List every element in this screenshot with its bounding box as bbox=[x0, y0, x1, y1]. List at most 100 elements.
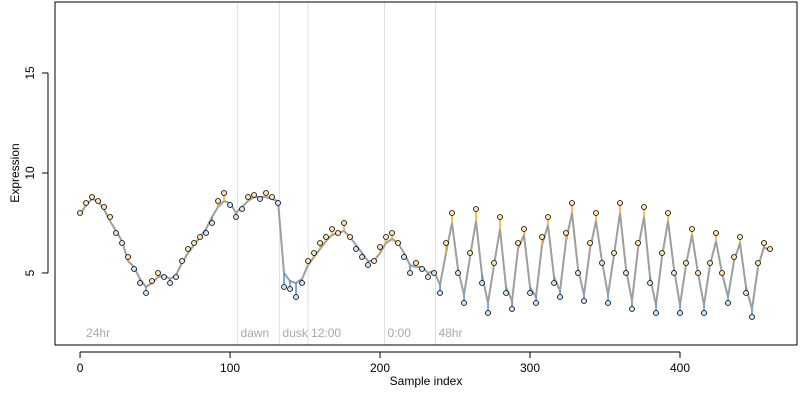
data-point bbox=[299, 280, 305, 286]
data-point bbox=[275, 200, 281, 206]
data-point bbox=[221, 190, 227, 196]
data-point bbox=[545, 214, 551, 220]
data-point bbox=[83, 200, 89, 206]
data-point bbox=[725, 300, 731, 306]
data-point bbox=[575, 270, 581, 276]
y-tick-label: 5 bbox=[23, 269, 37, 276]
data-point bbox=[329, 226, 335, 232]
data-point bbox=[611, 250, 617, 256]
data-point bbox=[419, 266, 425, 272]
data-point bbox=[167, 280, 173, 286]
data-point bbox=[215, 198, 221, 204]
data-point bbox=[209, 220, 215, 226]
data-point bbox=[203, 230, 209, 236]
data-point bbox=[521, 226, 527, 232]
data-point bbox=[125, 254, 131, 260]
data-point bbox=[347, 234, 353, 240]
data-point bbox=[503, 290, 509, 296]
data-point bbox=[353, 246, 359, 252]
data-point bbox=[767, 246, 773, 252]
data-point bbox=[539, 234, 545, 240]
data-point bbox=[431, 270, 437, 276]
x-axis-label: Sample index bbox=[390, 374, 463, 388]
data-point bbox=[89, 194, 95, 200]
data-point bbox=[155, 270, 161, 276]
data-point bbox=[653, 310, 659, 316]
data-point bbox=[755, 260, 761, 266]
data-point bbox=[557, 294, 563, 300]
data-point bbox=[515, 240, 521, 246]
data-point bbox=[683, 260, 689, 266]
y-tick-label: 10 bbox=[23, 166, 37, 180]
data-point bbox=[413, 260, 419, 266]
y-axis-label: Expression bbox=[8, 143, 22, 202]
data-point bbox=[605, 300, 611, 306]
data-point bbox=[455, 270, 461, 276]
x-tick-label: 400 bbox=[670, 361, 690, 375]
data-point bbox=[269, 194, 275, 200]
data-point bbox=[359, 254, 365, 260]
data-point bbox=[647, 280, 653, 286]
data-point bbox=[449, 210, 455, 216]
data-point bbox=[371, 258, 377, 264]
data-point bbox=[473, 206, 479, 212]
data-point bbox=[617, 200, 623, 206]
annotation: dusk bbox=[283, 326, 309, 340]
data-point bbox=[197, 234, 203, 240]
data-point bbox=[491, 260, 497, 266]
data-point bbox=[593, 210, 599, 216]
data-point bbox=[677, 310, 683, 316]
y-tick-label: 15 bbox=[23, 66, 37, 80]
data-point bbox=[281, 284, 287, 290]
data-point bbox=[497, 214, 503, 220]
data-point bbox=[707, 260, 713, 266]
data-point bbox=[743, 290, 749, 296]
data-point bbox=[233, 214, 239, 220]
annotation: 24hr bbox=[86, 326, 110, 340]
data-point bbox=[335, 230, 341, 236]
data-point bbox=[383, 234, 389, 240]
data-point bbox=[137, 280, 143, 286]
data-point bbox=[179, 258, 185, 264]
data-point bbox=[107, 214, 113, 220]
data-point bbox=[251, 192, 257, 198]
data-point bbox=[257, 196, 263, 202]
data-point bbox=[479, 280, 485, 286]
data-point bbox=[77, 210, 83, 216]
data-point bbox=[671, 270, 677, 276]
data-point bbox=[551, 280, 557, 286]
plot-frame bbox=[54, 1, 798, 346]
x-tick-label: 0 bbox=[77, 361, 84, 375]
data-point bbox=[485, 310, 491, 316]
data-point bbox=[389, 230, 395, 236]
data-point bbox=[227, 202, 233, 208]
data-point bbox=[293, 294, 299, 300]
data-point bbox=[365, 262, 371, 268]
data-point bbox=[563, 230, 569, 236]
data-point bbox=[161, 274, 167, 280]
data-point bbox=[149, 278, 155, 284]
data-point bbox=[599, 260, 605, 266]
data-point bbox=[113, 230, 119, 236]
data-point bbox=[509, 306, 515, 312]
data-point bbox=[461, 300, 467, 306]
data-point bbox=[311, 250, 317, 256]
data-point bbox=[239, 206, 245, 212]
annotation: dawn bbox=[241, 326, 270, 340]
data-point bbox=[731, 254, 737, 260]
data-point bbox=[173, 274, 179, 280]
data-point bbox=[407, 270, 413, 276]
data-point bbox=[263, 190, 269, 196]
x-tick-label: 200 bbox=[370, 361, 390, 375]
data-point bbox=[437, 290, 443, 296]
data-point bbox=[629, 306, 635, 312]
data-point bbox=[701, 310, 707, 316]
data-point bbox=[695, 270, 701, 276]
data-point bbox=[95, 198, 101, 204]
data-point bbox=[635, 240, 641, 246]
data-point bbox=[641, 204, 647, 210]
data-point bbox=[245, 194, 251, 200]
data-point bbox=[341, 220, 347, 226]
data-point bbox=[467, 250, 473, 256]
